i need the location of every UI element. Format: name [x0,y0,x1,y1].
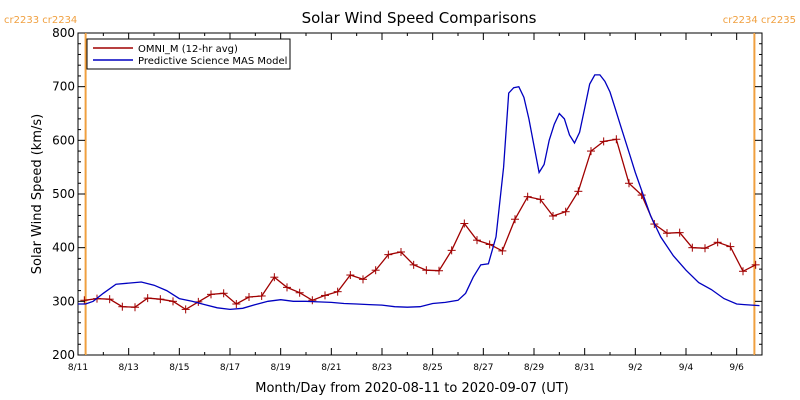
series-0-point-11 [219,289,228,298]
series-0-point-32 [485,240,494,249]
series-0-point-24 [384,250,393,259]
legend-label-omni: OMNI_M (12-hr avg) [138,44,238,55]
x-tick-label-10: 8/31 [575,363,595,373]
series-0-point-0 [80,296,89,305]
chart-title: Solar Wind Speed Comparisons [302,9,537,27]
series-0-point-52 [739,267,747,276]
series-0-point-22 [359,275,367,284]
series-0-point-18 [308,296,317,305]
y-tick-label-300: 300 [52,294,75,308]
series-0-point-33 [498,246,507,255]
x-tick-label-0: 8/11 [68,363,88,373]
x-tick-label-4: 8/19 [271,363,291,373]
series-0-point-28 [435,266,443,275]
x-tick-label-5: 8/21 [321,363,341,373]
x-tick-label-1: 8/13 [119,363,139,373]
series-0-point-29 [447,246,456,255]
legend-box [86,38,291,70]
y-tick-label-400: 400 [52,241,75,255]
x-axis: 8/11 8/13 8/15 8/17 8/19 8/21 8/23 8/25 8/27 8/29… [68,33,744,373]
x-tick-label-3: 8/17 [220,363,240,373]
y-axis-label: Solar Wind Speed (km/s) [30,114,45,274]
x-tick-label-6: 8/23 [372,363,392,373]
series-0-point-50 [713,238,722,247]
series-0-point-7 [169,297,177,306]
series-line-0 [84,138,756,311]
series-0-point-38 [561,207,570,216]
series-0-point-10 [207,290,215,299]
series-0-point-27 [422,266,431,275]
series-0-point-34 [511,215,519,224]
carrington-label-0: cr2233 cr2234 [4,15,77,26]
y-tick-label-800: 800 [52,26,75,40]
series-0-point-14 [257,291,266,300]
series-0-point-49 [701,244,709,253]
series-0-point-41 [599,137,608,146]
series-0-point-23 [371,266,380,275]
series-0-point-46 [663,229,671,238]
x-tick-label-11: 9/2 [628,363,642,373]
series-0-point-20 [333,287,342,296]
x-tick-label-2: 8/15 [169,363,189,373]
series-0-point-48 [688,243,697,252]
legend-label-mas: Predictive Science MAS Model [138,56,287,67]
series-0-point-26 [409,260,418,269]
carrington-markers: cr2233 cr2234 cr2234 cr2235 [4,15,796,355]
y-tick-label-600: 600 [52,133,75,147]
x-tick-label-9: 8/29 [524,363,544,373]
series-0-point-35 [523,192,532,201]
series-0-point-43 [625,179,633,188]
series-0-point-51 [726,242,735,251]
series-0-point-8 [181,305,190,314]
series-0-point-21 [346,271,355,280]
series-0-point-12 [232,300,241,309]
x-tick-label-8: 8/27 [473,363,493,373]
series-0-point-16 [283,283,291,292]
series-0-point-47 [675,228,684,237]
series-0-point-13 [245,293,253,302]
series-0-point-2 [105,295,114,304]
y-tick-label-200: 200 [52,348,75,362]
series-0-point-36 [536,195,545,204]
series-0-point-17 [295,288,304,297]
y-tick-label-500: 500 [52,187,75,201]
x-tick-label-13: 9/6 [729,363,744,373]
legend: OMNI_M (12-hr avg) Predictive Science MA… [86,38,291,70]
series-0-point-3 [118,302,127,311]
series-0-point-37 [549,212,557,221]
series-0-point-39 [574,187,583,196]
series-layer [78,74,760,314]
series-0-point-53 [751,260,760,269]
series-0-point-31 [473,236,481,245]
x-tick-label-7: 8/25 [423,363,443,373]
series-0-point-5 [143,294,152,303]
y-tick-label-700: 700 [52,80,75,94]
x-tick-label-12: 9/4 [679,363,694,373]
series-0-point-42 [612,135,621,144]
series-0-point-15 [270,273,279,282]
series-0-point-30 [460,219,469,228]
carrington-label-1: cr2234 cr2235 [723,15,796,26]
y-axis: 200 300 400 500 600 700 800 [52,26,762,362]
series-line-1 [78,74,760,311]
series-0-point-40 [587,147,595,156]
x-axis-label: Month/Day from 2020-08-11 to 2020-09-07 … [255,381,568,396]
series-0-point-19 [321,291,329,300]
series-0-point-4 [131,303,139,312]
series-0-point-6 [156,295,165,304]
series-0-point-25 [397,247,405,256]
